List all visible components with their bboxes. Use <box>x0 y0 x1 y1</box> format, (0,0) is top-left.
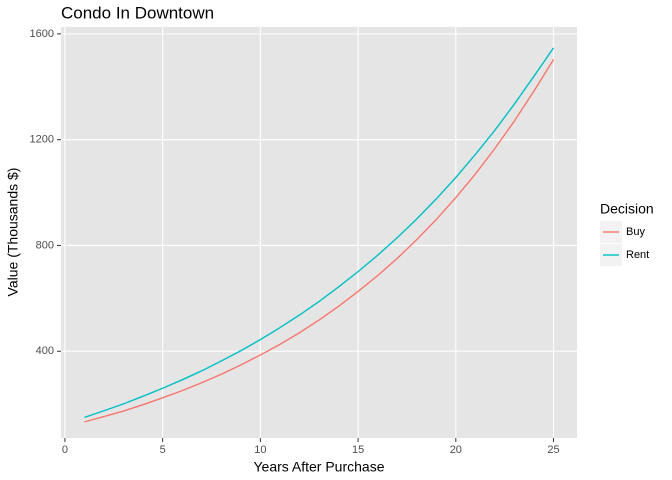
y-tick-label: 400 <box>36 345 54 357</box>
plot-panel <box>61 27 577 438</box>
x-axis-title: Years After Purchase <box>253 459 384 475</box>
line <box>84 59 555 423</box>
y-tick-label: 1200 <box>30 134 54 146</box>
x-tick-label: 15 <box>352 444 364 456</box>
legend-title: Decision <box>600 201 654 217</box>
legend-label: Rent <box>626 249 649 261</box>
x-tick-label: 5 <box>160 444 166 456</box>
line <box>84 47 555 419</box>
x-tick-label: 0 <box>62 444 68 456</box>
legend-label: Buy <box>626 226 645 238</box>
x-tick-label: 10 <box>254 444 266 456</box>
chart-title: Condo In Downtown <box>61 3 214 22</box>
x-tick-label: 20 <box>450 444 462 456</box>
y-tick-label: 800 <box>36 239 54 251</box>
x-tick-label: 25 <box>547 444 559 456</box>
y-axis-title: Value (Thousands $) <box>5 168 21 297</box>
y-tick-label: 1600 <box>30 28 54 40</box>
